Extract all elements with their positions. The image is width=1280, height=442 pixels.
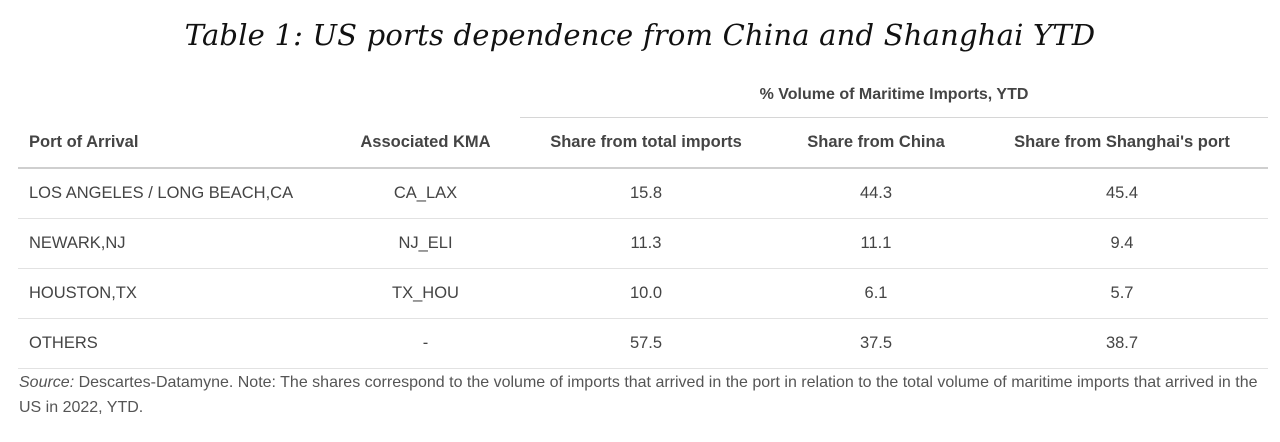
cell-port: HOUSTON,TX	[29, 284, 137, 302]
source-note-text: Descartes-Datamyne. Note: The shares cor…	[19, 374, 1258, 416]
cell-port: NEWARK,NJ	[29, 234, 126, 252]
header-share-total-imports: Share from total imports	[550, 133, 742, 151]
source-label: Source:	[19, 374, 75, 391]
table-title: Table 1: US ports dependence from China …	[184, 18, 1096, 52]
cell-share-china: 37.5	[859, 334, 893, 352]
column-group-label: % Volume of Maritime Imports, YTD	[759, 86, 1029, 103]
cell-share-shanghai: 9.4	[1110, 234, 1134, 252]
cell-share-china: 44.3	[859, 184, 893, 202]
cell-share-china: 11.1	[860, 234, 892, 252]
header-share-shanghai: Share from Shanghai's port	[1014, 133, 1230, 151]
cell-share-china: 6.1	[864, 284, 888, 302]
source-footnote: Source: Descartes-Datamyne. Note: The sh…	[19, 370, 1269, 420]
table-row: LOS ANGELES / LONG BEACH,CA CA_LAX 15.8 …	[18, 169, 1268, 219]
table-row: HOUSTON,TX TX_HOU 10.0 6.1 5.7	[18, 269, 1268, 319]
cell-share-total: 11.3	[630, 234, 662, 252]
data-table: % Volume of Maritime Imports, YTD Port o…	[18, 74, 1268, 369]
cell-share-shanghai: 5.7	[1110, 284, 1134, 302]
cell-port: OTHERS	[29, 334, 98, 352]
cell-share-total: 15.8	[629, 184, 663, 202]
column-group-header: % Volume of Maritime Imports, YTD	[18, 74, 1268, 118]
cell-share-shanghai: 38.7	[1105, 334, 1139, 352]
cell-kma: CA_LAX	[393, 184, 458, 202]
header-port-of-arrival: Port of Arrival	[29, 133, 139, 151]
cell-kma: NJ_ELI	[398, 234, 453, 252]
header-associated-kma: Associated KMA	[360, 133, 491, 151]
header-share-china: Share from China	[807, 133, 945, 151]
cell-kma: TX_HOU	[392, 284, 459, 302]
cell-port: LOS ANGELES / LONG BEACH,CA	[29, 184, 294, 202]
table-row: NEWARK,NJ NJ_ELI 11.3 11.1 9.4	[18, 219, 1268, 269]
cell-share-total: 57.5	[629, 334, 663, 352]
cell-share-shanghai: 45.4	[1105, 184, 1139, 202]
table-row: OTHERS - 57.5 37.5 38.7	[18, 319, 1268, 369]
column-group-divider	[520, 117, 1268, 118]
table-header-row: Port of Arrival Associated KMA Share fro…	[18, 118, 1268, 169]
cell-share-total: 10.0	[629, 284, 663, 302]
cell-kma: -	[422, 334, 429, 352]
